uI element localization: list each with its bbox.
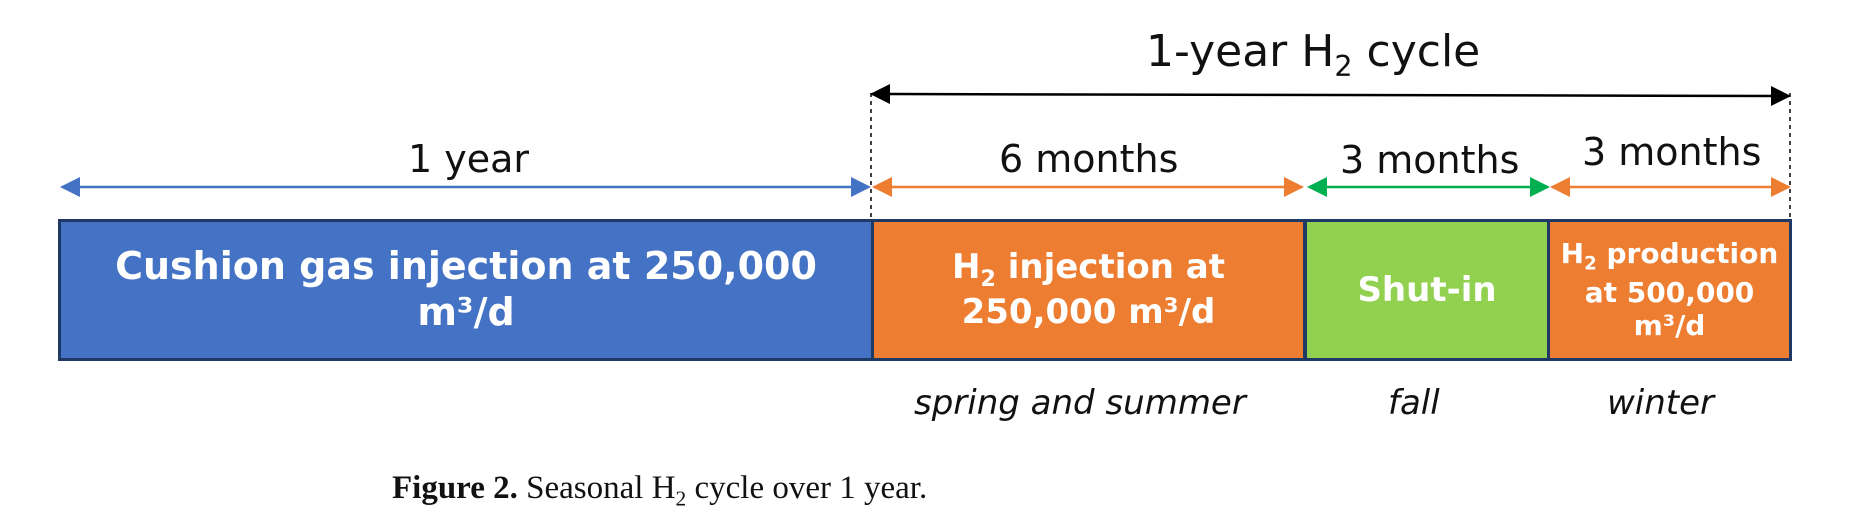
figure-caption: Figure 2. Seasonal H2 cycle over 1 year.	[392, 470, 928, 511]
shutin-duration-label: 3 months	[1340, 138, 1520, 182]
h2-production-text: H2 production at 500,000 m³/d	[1560, 237, 1779, 343]
shut-in-box: Shut-in	[1304, 219, 1550, 361]
injection-duration-label: 6 months	[999, 137, 1179, 181]
cycle-title: 1-year H2 cycle	[1146, 26, 1481, 83]
cushion-gas-box: Cushion gas injection at 250,000 m³/d	[58, 219, 874, 361]
season-label-shutin: fall	[1388, 383, 1440, 423]
shut-in-text: Shut-in	[1357, 269, 1497, 310]
season-label-injection: spring and summer	[914, 383, 1246, 423]
figure-caption-label: Figure 2.	[392, 470, 518, 506]
cycle-arrow	[870, 84, 1791, 106]
production-duration-label: 3 months	[1582, 130, 1762, 174]
h2-production-box: H2 production at 500,000 m³/d	[1547, 219, 1792, 361]
h2-injection-box: H2 injection at 250,000 m³/d	[871, 219, 1306, 361]
cushion-gas-text: Cushion gas injection at 250,000 m³/d	[115, 244, 817, 334]
season-label-production: winter	[1607, 383, 1715, 423]
cushion-duration-label: 1 year	[408, 137, 530, 181]
h2-injection-text: H2 injection at 250,000 m³/d	[952, 246, 1225, 333]
